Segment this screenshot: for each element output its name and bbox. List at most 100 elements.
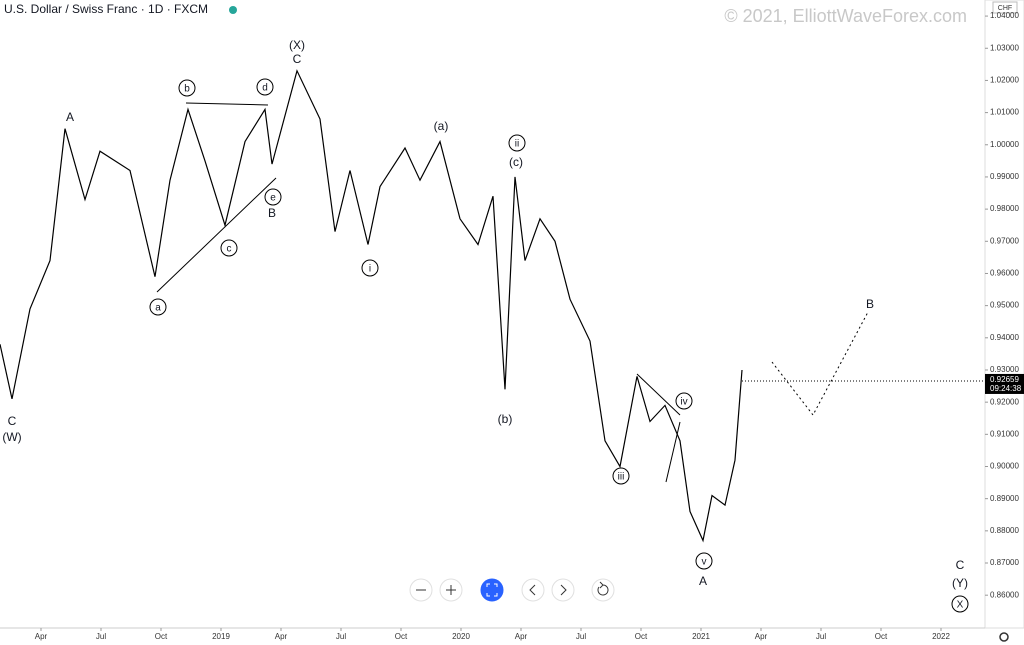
time-to-close: 09:24:38 — [990, 384, 1022, 393]
settings-button[interactable] — [999, 632, 1009, 642]
wave-label: (a) — [434, 119, 449, 133]
currency-box — [992, 1, 1018, 14]
icon — [529, 584, 536, 596]
wave-label: i — [369, 264, 371, 275]
y-tick-label: 0.90000 — [990, 462, 1019, 471]
x-tick-label: Oct — [155, 632, 168, 641]
currency: CHF — [998, 5, 1012, 12]
x-tick-label: Jul — [336, 632, 346, 641]
y-tick-label: 1.03000 — [990, 43, 1019, 52]
wave-circle — [612, 467, 630, 485]
trendline — [156, 177, 277, 293]
wave-label: B — [268, 206, 276, 220]
wave-circle — [220, 239, 238, 257]
x-tick-label: Apr — [35, 632, 48, 641]
x-tick-label: Apr — [755, 632, 768, 641]
scroll-right-button[interactable] — [551, 578, 575, 602]
y-tick-label: 0.98000 — [990, 204, 1019, 213]
price-axis-panel — [984, 0, 1024, 629]
wave-label: C — [293, 52, 302, 66]
x-tick-label: Jul — [816, 632, 826, 641]
wave-label: (Y) — [952, 576, 968, 590]
x-tick-label: 2021 — [692, 632, 710, 641]
x-tick-label: Oct — [395, 632, 408, 641]
x-tick-label: 2019 — [212, 632, 230, 641]
price-line — [0, 69, 743, 543]
axes: 0.86000 0.87000 0.88000 0.89000 0.90000 0.910… — [35, 11, 1024, 641]
last-price-box — [985, 373, 1024, 394]
wave-circle — [951, 595, 969, 613]
y-tick-label: 0.97000 — [990, 236, 1019, 245]
wave-label: c — [227, 244, 232, 255]
wave-label: ii — [515, 139, 519, 150]
wave-label: d — [262, 83, 268, 94]
status-dot — [229, 6, 237, 14]
y-tick-label: 0.91000 — [990, 429, 1019, 438]
y-tick-label: 0.86000 — [990, 590, 1019, 599]
y-tick-label: 0.92000 — [990, 397, 1019, 406]
wave-circle — [675, 392, 693, 410]
y-tick-label: 0.99000 — [990, 172, 1019, 181]
trendline — [636, 373, 681, 416]
wave-circle — [149, 298, 167, 316]
y-tick-label: 0.93000 — [990, 365, 1019, 374]
trendline — [185, 102, 269, 106]
x-tick-label: Apr — [515, 632, 528, 641]
reset-button[interactable] — [591, 578, 615, 602]
wave-label: iv — [680, 397, 687, 408]
icon — [486, 583, 498, 597]
wave-circle — [264, 188, 282, 206]
y-tick-label: 1.01000 — [990, 108, 1019, 117]
wave-label: C — [956, 558, 965, 572]
wave-circle — [695, 552, 713, 570]
drawings — [156, 102, 869, 483]
auto-fit-button[interactable] — [480, 578, 504, 602]
wave-circle — [361, 259, 379, 277]
x-tick-label: 2020 — [452, 632, 470, 641]
wave-label: iii — [618, 472, 625, 483]
wave-circle — [256, 78, 274, 96]
y-tick-label: 0.89000 — [990, 494, 1019, 503]
wave-circle — [508, 134, 526, 152]
y-tick-label: 0.94000 — [990, 333, 1019, 342]
wave-label: a — [155, 303, 161, 314]
plot — [0, 69, 743, 543]
toolbar — [409, 578, 615, 602]
y-tick-label: 0.95000 — [990, 301, 1019, 310]
y-tick-label: 1.02000 — [990, 76, 1019, 85]
wave-label: A — [699, 574, 707, 588]
y-tick-label: 1.00000 — [990, 140, 1019, 149]
wave-label: (W) — [2, 430, 21, 444]
x-tick-label: Jul — [576, 632, 586, 641]
x-tick-label: Oct — [875, 632, 888, 641]
wave-label: v — [702, 557, 707, 568]
x-tick-label: Jul — [96, 632, 106, 641]
wave-label: e — [270, 193, 276, 204]
x-tick-label: Oct — [635, 632, 648, 641]
y-tick-label: 0.87000 — [990, 558, 1019, 567]
scroll-left-button[interactable] — [521, 578, 545, 602]
wave-label: (c) — [509, 155, 523, 169]
icon — [999, 632, 1009, 642]
wave-label: B — [866, 297, 874, 311]
x-tick-label: Apr — [275, 632, 288, 641]
trendline — [665, 421, 681, 483]
icon — [597, 581, 609, 596]
projection — [771, 311, 869, 416]
icon — [560, 584, 567, 596]
wave-label: b — [184, 84, 190, 95]
wave-label: X — [957, 600, 964, 611]
wave-label: (X) — [289, 38, 305, 52]
last-price-label: 0.92659 — [990, 375, 1019, 384]
wave-label: C — [8, 414, 17, 428]
wave-label: (b) — [498, 412, 513, 426]
wave-label: A — [66, 110, 74, 124]
wave-circle — [178, 79, 196, 97]
y-tick-label: 1.04000 — [990, 11, 1019, 20]
y-tick-label: 0.88000 — [990, 526, 1019, 535]
chart-title: U.S. Dollar / Swiss Franc · 1D · FXCM — [4, 2, 208, 16]
x-tick-label: 2022 — [932, 632, 950, 641]
